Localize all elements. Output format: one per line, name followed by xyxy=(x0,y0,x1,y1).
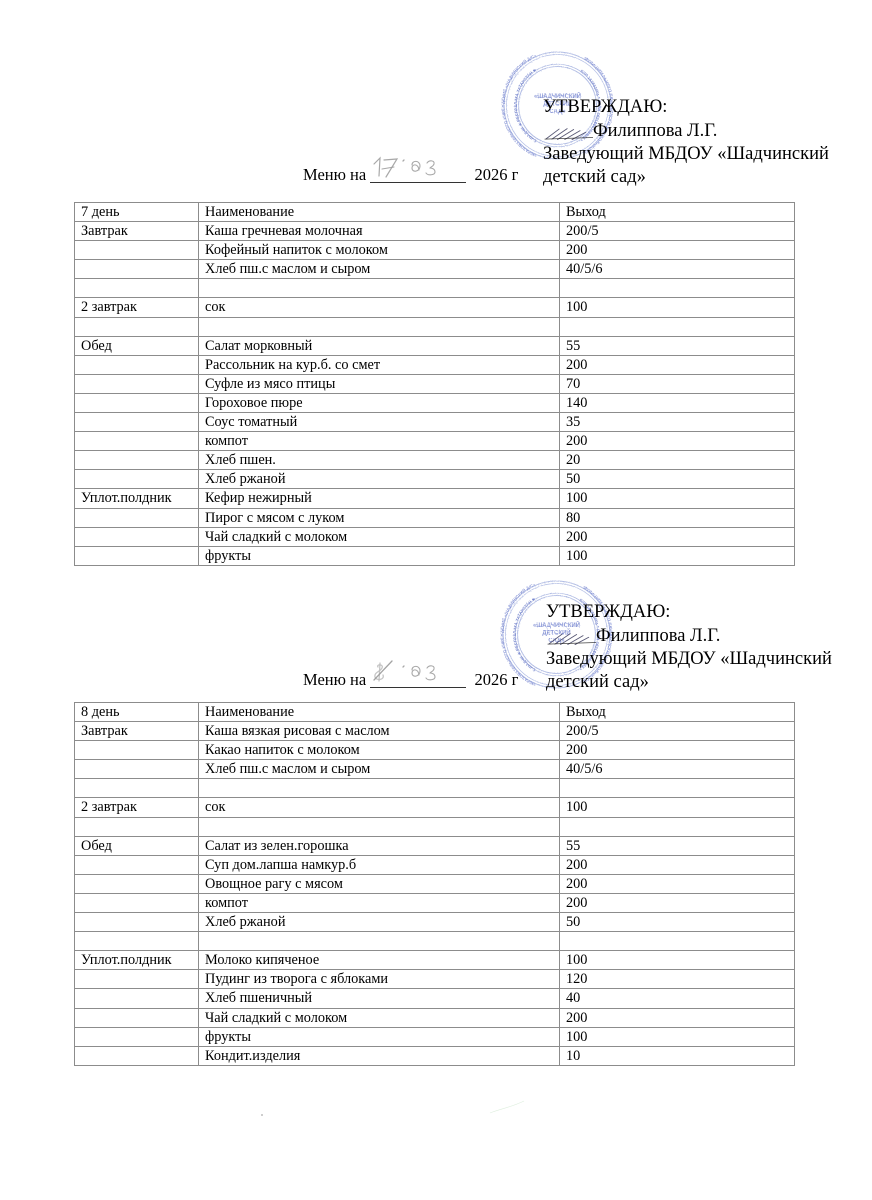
svg-text:С.ШАДЧИ ★ РЕСПУБЛИКА ТАТАРСТАН: С.ШАДЧИ ★ РЕСПУБЛИКА ТАТАРСТАН ★ xyxy=(512,596,537,673)
svg-text:ОБРАЗОВАТЕЛЬНОГО УЧРЕЖДЕНИЯ «Ш: ОБРАЗОВАТЕЛЬНОГО УЧРЕЖДЕНИЯ «ШАДЧИНСКИЙ … xyxy=(500,53,538,159)
svg-text:С.ШАДЧИ ★ РЕСПУБЛИКА ТАТАРСТАН: С.ШАДЧИ ★ РЕСПУБЛИКА ТАТАРСТАН ★ xyxy=(513,67,538,144)
